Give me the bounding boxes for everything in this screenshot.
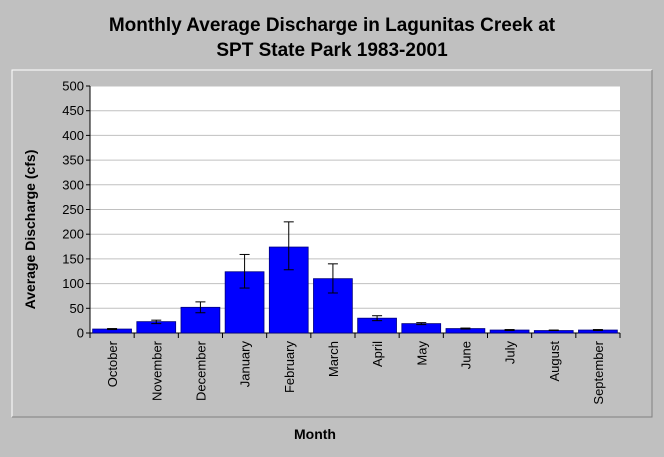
x-axis-title: Month bbox=[294, 426, 336, 442]
x-tick-label: December bbox=[193, 340, 208, 401]
x-tick-label: September bbox=[591, 340, 606, 404]
y-tick-label: 450 bbox=[62, 103, 84, 118]
x-tick-label: June bbox=[458, 341, 473, 369]
x-tick-label: February bbox=[282, 341, 297, 394]
x-tick-label: October bbox=[105, 340, 120, 387]
panel-highlight bbox=[11, 69, 652, 417]
x-tick-label: July bbox=[503, 341, 518, 365]
y-axis-title: Average Discharge (cfs) bbox=[22, 150, 38, 310]
y-tick-label: 500 bbox=[62, 79, 84, 94]
x-tick-label: May bbox=[414, 341, 429, 366]
x-tick-label: August bbox=[547, 341, 562, 382]
y-tick-label: 0 bbox=[77, 326, 84, 341]
y-tick-label: 400 bbox=[62, 128, 84, 143]
panel-shadow bbox=[12, 70, 653, 418]
y-tick-label: 150 bbox=[62, 251, 84, 266]
y-tick-label: 100 bbox=[62, 276, 84, 291]
y-tick-label: 200 bbox=[62, 227, 84, 242]
chart-title-line-1: Monthly Average Discharge in Lagunitas C… bbox=[108, 15, 556, 36]
x-tick-label: April bbox=[370, 341, 385, 367]
x-tick-label: November bbox=[149, 340, 164, 401]
x-tick-label: March bbox=[326, 341, 341, 377]
x-tick-label: January bbox=[238, 341, 253, 388]
y-tick-label: 350 bbox=[62, 153, 84, 168]
y-tick-label: 300 bbox=[62, 177, 84, 192]
y-tick-label: 250 bbox=[62, 202, 84, 217]
y-tick-label: 50 bbox=[70, 301, 84, 316]
chart-title-line-2: SPT State Park 1983-2001 bbox=[216, 40, 448, 61]
